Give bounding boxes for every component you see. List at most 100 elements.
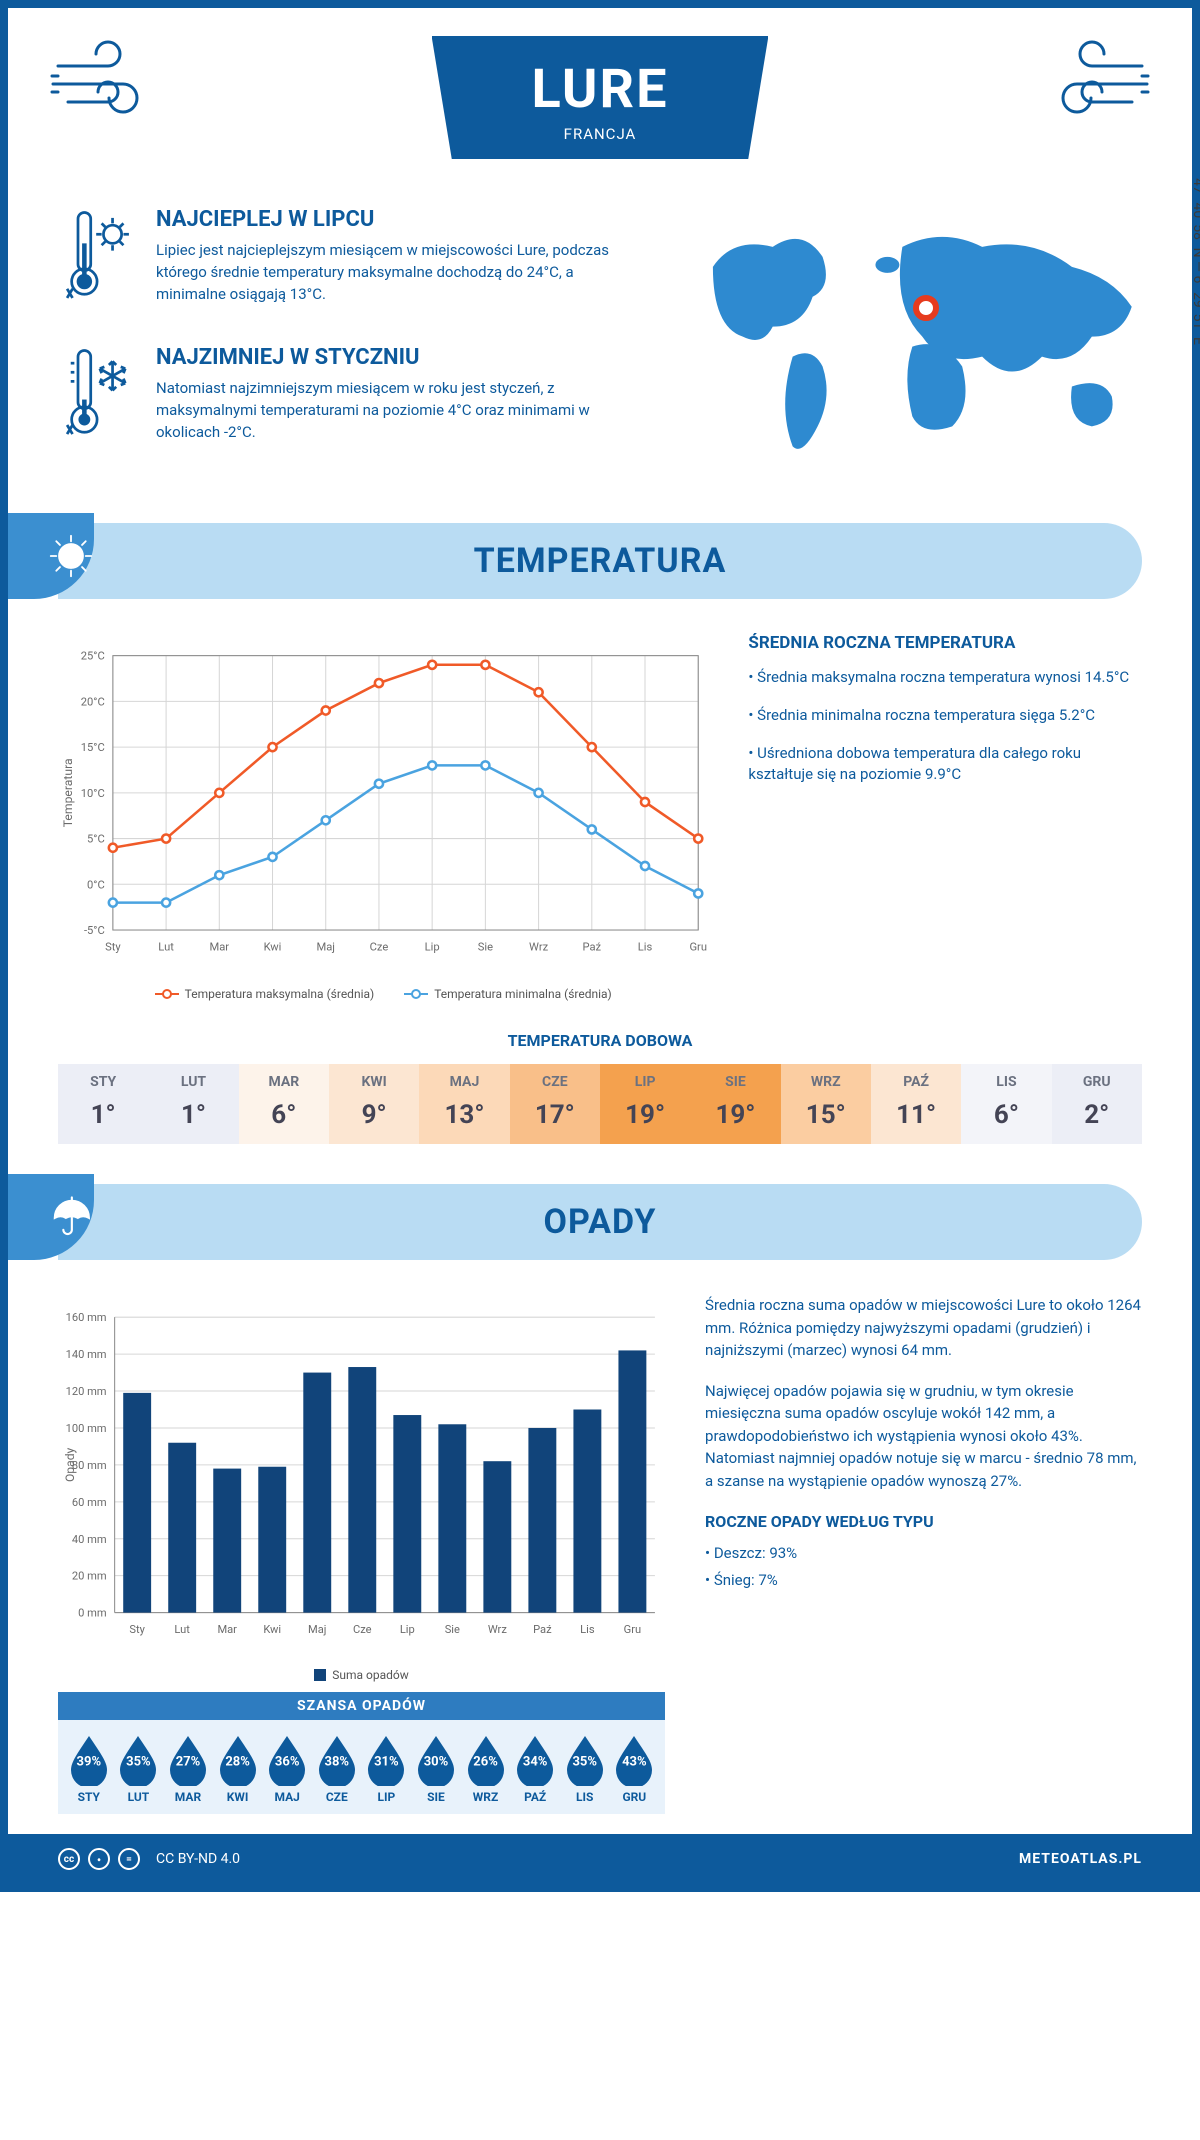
daily-temp-cell: LIS6° <box>961 1064 1051 1144</box>
thermometer-sun-icon <box>58 207 138 311</box>
svg-text:Lis: Lis <box>580 1623 595 1636</box>
chance-item: 30% SIE <box>411 1732 461 1804</box>
svg-text:Paź: Paź <box>583 940 602 953</box>
drop-icon: 28% <box>216 1732 260 1786</box>
svg-text:5°C: 5°C <box>87 833 105 846</box>
temp-summary-p2: • Średnia minimalna roczna temperatura s… <box>748 705 1142 727</box>
temperature-section-header: TEMPERATURA <box>58 523 1142 599</box>
drop-icon: 27% <box>166 1732 210 1786</box>
precip-section-header: OPADY <box>58 1184 1142 1260</box>
sun-icon <box>8 513 94 599</box>
svg-text:Wrz: Wrz <box>488 1623 508 1636</box>
city-name: LURE <box>532 58 669 121</box>
svg-text:Sie: Sie <box>478 940 493 953</box>
daily-temp-cell: CZE17° <box>510 1064 600 1144</box>
temp-summary-p3: • Uśredniona dobowa temperatura dla całe… <box>748 743 1142 787</box>
temp-summary-p1: • Średnia maksymalna roczna temperatura … <box>748 667 1142 689</box>
chance-item: 31% LIP <box>362 1732 412 1804</box>
daily-temp-cell: GRU2° <box>1052 1064 1142 1144</box>
wind-icon-right <box>1022 36 1152 126</box>
chance-title: SZANSA OPADÓW <box>58 1692 665 1720</box>
country-name: FRANCJA <box>532 125 669 143</box>
daily-temp-title: TEMPERATURA DOBOWA <box>8 1031 1192 1050</box>
title-band: LURE FRANCJA <box>432 36 769 159</box>
daily-temp-table: STY1° LUT1° MAR6° KWI9° MAJ13° CZE17° LI… <box>58 1064 1142 1144</box>
svg-text:20 mm: 20 mm <box>72 1570 107 1583</box>
svg-text:Opady: Opady <box>63 1447 77 1482</box>
daily-temp-cell: WRZ15° <box>781 1064 871 1144</box>
svg-text:Mar: Mar <box>217 1623 237 1636</box>
svg-text:Kwi: Kwi <box>263 1623 281 1636</box>
svg-text:Cze: Cze <box>353 1623 372 1636</box>
svg-text:Sie: Sie <box>445 1623 460 1636</box>
precip-p1: Średnia roczna suma opadów w miejscowośc… <box>705 1294 1142 1362</box>
chance-item: 35% LUT <box>114 1732 164 1804</box>
svg-text:10°C: 10°C <box>81 787 105 800</box>
world-map: 47° 40' 58'' N — 6° 29' 51'' E <box>673 207 1172 483</box>
svg-text:25°C: 25°C <box>81 650 105 663</box>
daily-temp-cell: LUT1° <box>148 1064 238 1144</box>
coldest-text: Natomiast najzimniejszym miesiącem w rok… <box>156 378 643 443</box>
cc-icon: cc <box>58 1848 80 1870</box>
site-name: METEOATLAS.PL <box>1019 1851 1142 1867</box>
svg-text:Gru: Gru <box>624 1623 641 1636</box>
coldest-block: NAJZIMNIEJ W STYCZNIU Natomiast najzimni… <box>58 345 643 449</box>
svg-text:15°C: 15°C <box>81 741 105 754</box>
svg-text:20°C: 20°C <box>81 695 105 708</box>
svg-text:Lip: Lip <box>400 1623 415 1636</box>
svg-text:Lip: Lip <box>425 940 440 953</box>
svg-text:40 mm: 40 mm <box>72 1533 107 1546</box>
svg-text:-5°C: -5°C <box>84 924 105 937</box>
daily-temp-cell: LIP19° <box>600 1064 690 1144</box>
header: LURE FRANCJA <box>8 8 1192 177</box>
license-text: CC BY-ND 4.0 <box>156 1851 240 1867</box>
location-marker <box>913 295 939 321</box>
drop-icon: 35% <box>116 1732 160 1786</box>
daily-temp-cell: MAR6° <box>239 1064 329 1144</box>
svg-text:Temperatura: Temperatura <box>61 758 75 827</box>
precip-chart-legend: Suma opadów <box>58 1668 665 1682</box>
svg-text:Paź: Paź <box>533 1623 552 1636</box>
svg-text:140 mm: 140 mm <box>66 1348 107 1361</box>
svg-text:0°C: 0°C <box>87 878 105 891</box>
precip-bar-chart: 0 mm20 mm40 mm60 mm80 mm100 mm120 mm140 … <box>58 1294 665 1654</box>
chance-strip: SZANSA OPADÓW 39% STY 35% LUT 27% MAR 28… <box>58 1692 665 1814</box>
by-icon: 🞄 <box>88 1848 110 1870</box>
svg-text:Lis: Lis <box>638 940 653 953</box>
svg-text:60 mm: 60 mm <box>72 1496 107 1509</box>
precip-type-title: ROCZNE OPADY WEDŁUG TYPU <box>705 1510 1142 1534</box>
precip-title: OPADY <box>58 1202 1142 1242</box>
chance-item: 38% CZE <box>312 1732 362 1804</box>
chance-item: 26% WRZ <box>461 1732 511 1804</box>
temperature-title: TEMPERATURA <box>58 541 1142 581</box>
precip-summary: Średnia roczna suma opadów w miejscowośc… <box>705 1294 1142 1814</box>
daily-temp-cell: MAJ13° <box>419 1064 509 1144</box>
chance-item: 28% KWI <box>213 1732 263 1804</box>
svg-text:Wrz: Wrz <box>529 940 549 953</box>
svg-text:Lut: Lut <box>158 940 174 953</box>
svg-text:100 mm: 100 mm <box>66 1422 107 1435</box>
svg-text:120 mm: 120 mm <box>66 1385 107 1398</box>
temperature-summary: ŚREDNIA ROCZNA TEMPERATURA • Średnia mak… <box>748 633 1142 1001</box>
wind-icon-left <box>48 36 178 126</box>
svg-text:Mar: Mar <box>210 940 230 953</box>
svg-text:Cze: Cze <box>370 940 389 953</box>
svg-text:160 mm: 160 mm <box>66 1311 107 1324</box>
svg-text:Lut: Lut <box>174 1623 190 1636</box>
chance-item: 43% GRU <box>610 1732 660 1804</box>
chance-item: 36% MAJ <box>262 1732 312 1804</box>
svg-text:Sty: Sty <box>129 1623 145 1636</box>
daily-temp-cell: STY1° <box>58 1064 148 1144</box>
chance-item: 34% PAŹ <box>510 1732 560 1804</box>
svg-text:Maj: Maj <box>308 1623 326 1636</box>
warmest-title: NAJCIEPLEJ W LIPCU <box>156 207 643 232</box>
precip-snow: • Śnieg: 7% <box>705 1569 1142 1592</box>
warmest-text: Lipiec jest najcieplejszym miesiącem w m… <box>156 240 643 305</box>
drop-icon: 31% <box>364 1732 408 1786</box>
drop-icon: 38% <box>315 1732 359 1786</box>
svg-text:0 mm: 0 mm <box>78 1607 106 1620</box>
drop-icon: 26% <box>464 1732 508 1786</box>
umbrella-icon <box>8 1174 94 1260</box>
daily-temp-cell: SIE19° <box>690 1064 780 1144</box>
drop-icon: 43% <box>612 1732 656 1786</box>
